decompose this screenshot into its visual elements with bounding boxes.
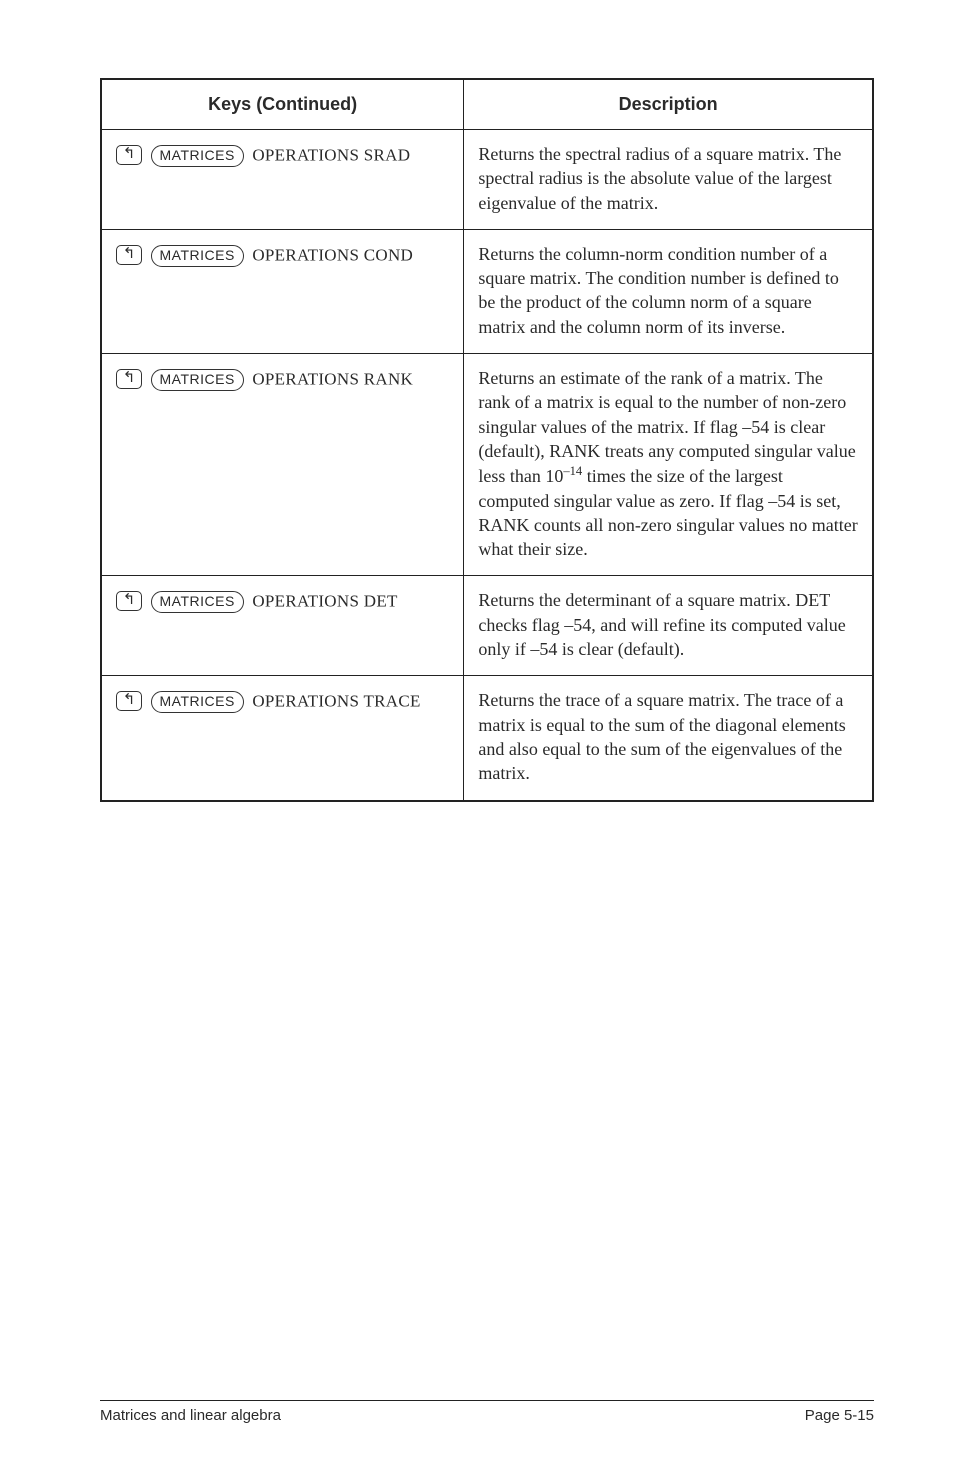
page-footer: Matrices and linear algebra Page 5-15 [100, 1400, 874, 1424]
header-keys: Keys (Continued) [101, 79, 464, 130]
shift-icon: ↰ [116, 691, 142, 711]
desc-cell-det: Returns the determinant of a square matr… [464, 576, 873, 676]
shift-icon: ↰ [116, 245, 142, 265]
matrices-key: MATRICES [151, 691, 244, 713]
shift-icon: ↰ [116, 369, 142, 389]
desc-cell-srad: Returns the spectral radius of a square … [464, 130, 873, 230]
matrices-key: MATRICES [151, 145, 244, 167]
header-desc: Description [464, 79, 873, 130]
matrices-key: MATRICES [151, 369, 244, 391]
key-cell-trace: ↰ MATRICES OPERATIONS TRACE [101, 676, 464, 801]
shift-icon: ↰ [116, 145, 142, 165]
table-row: ↰ MATRICES OPERATIONS COND Returns the c… [101, 229, 873, 353]
menu-text: OPERATIONS DET [252, 592, 397, 611]
spacer [100, 802, 874, 1400]
desc-cell-rank: Returns an estimate of the rank of a mat… [464, 354, 873, 576]
key-cell-rank: ↰ MATRICES OPERATIONS RANK [101, 354, 464, 576]
table-row: ↰ MATRICES OPERATIONS SRAD Returns the s… [101, 130, 873, 230]
table-row: ↰ MATRICES OPERATIONS DET Returns the de… [101, 576, 873, 676]
desc-cell-trace: Returns the trace of a square matrix. Th… [464, 676, 873, 801]
table-row: ↰ MATRICES OPERATIONS RANK Returns an es… [101, 354, 873, 576]
desc-cell-cond: Returns the column-norm condition number… [464, 229, 873, 353]
operations-table: Keys (Continued) Description ↰ MATRICES … [100, 78, 874, 802]
footer-left: Matrices and linear algebra [100, 1407, 281, 1424]
key-cell-cond: ↰ MATRICES OPERATIONS COND [101, 229, 464, 353]
key-cell-srad: ↰ MATRICES OPERATIONS SRAD [101, 130, 464, 230]
table-header-row: Keys (Continued) Description [101, 79, 873, 130]
matrices-key: MATRICES [151, 245, 244, 267]
page: Keys (Continued) Description ↰ MATRICES … [0, 0, 954, 1464]
shift-icon: ↰ [116, 591, 142, 611]
menu-text: OPERATIONS RANK [252, 369, 413, 388]
footer-right: Page 5-15 [805, 1407, 874, 1424]
key-cell-det: ↰ MATRICES OPERATIONS DET [101, 576, 464, 676]
menu-text: OPERATIONS COND [252, 245, 413, 264]
menu-text: OPERATIONS TRACE [252, 692, 420, 711]
matrices-key: MATRICES [151, 591, 244, 613]
table-row: ↰ MATRICES OPERATIONS TRACE Returns the … [101, 676, 873, 801]
table-body: ↰ MATRICES OPERATIONS SRAD Returns the s… [101, 130, 873, 801]
menu-text: OPERATIONS SRAD [252, 145, 410, 164]
